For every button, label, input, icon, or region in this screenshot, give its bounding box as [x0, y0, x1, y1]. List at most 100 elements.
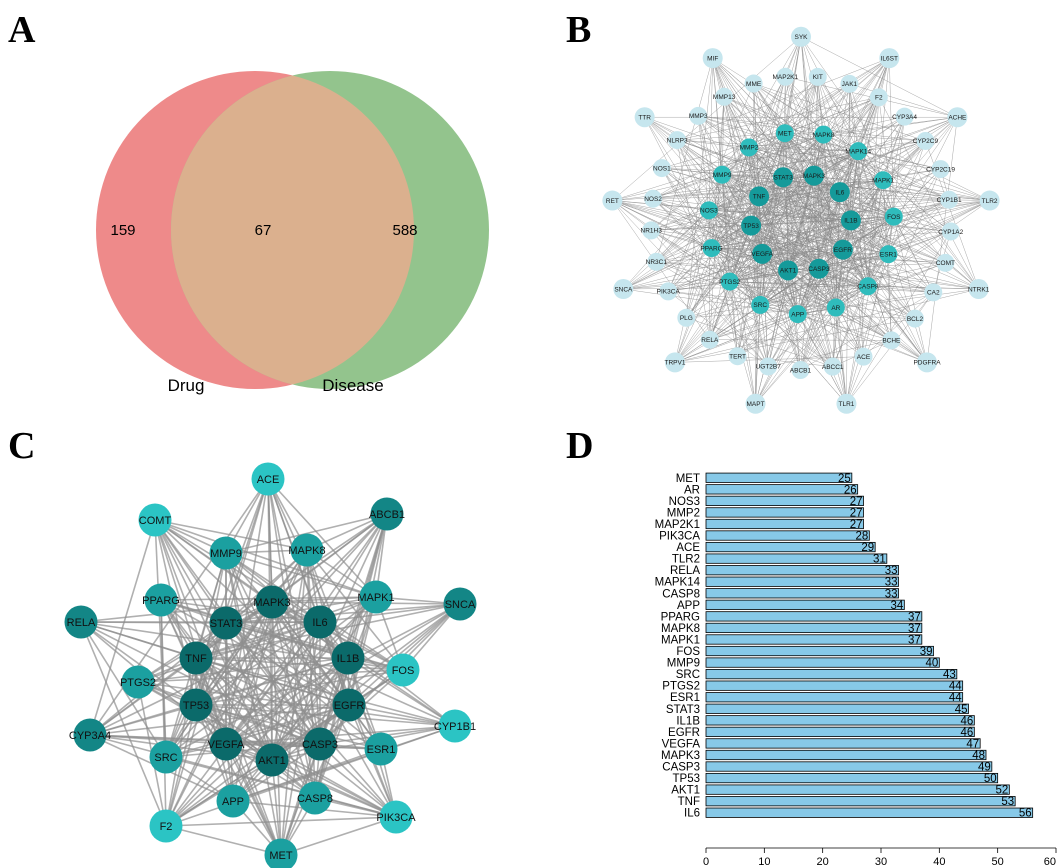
bar-category-label: ACE	[676, 542, 700, 554]
network-b-node: NR1H3	[641, 221, 662, 240]
network-c-node: MAPK3	[253, 585, 291, 619]
network-b-edge	[842, 180, 884, 250]
network-b-edge	[882, 180, 951, 232]
network-b-edge	[850, 151, 859, 221]
bar-category-label: APP	[677, 600, 700, 612]
network-c-node: APP	[216, 784, 250, 818]
node-label: NR3C1	[646, 259, 668, 266]
network-b-edge	[711, 177, 784, 249]
network-b-node: IL1B	[840, 210, 861, 231]
bar-category-label: MAPK8	[661, 623, 700, 635]
network-b-edge	[722, 150, 859, 175]
network-b-edge	[708, 210, 851, 221]
bar-value-label: 40	[926, 658, 939, 670]
node-label: NOS2	[644, 196, 662, 203]
node-label: TNF	[753, 194, 766, 201]
network-b-node: IL6	[829, 182, 850, 203]
network-b-edge	[750, 225, 798, 315]
node-label: NTRK1	[968, 286, 990, 293]
bar-category-label: IL1B	[676, 715, 700, 727]
network-b-edge	[759, 177, 784, 305]
network-b-edge	[651, 230, 730, 282]
node-circle	[144, 583, 178, 617]
node-circle	[634, 107, 655, 128]
node-circle	[138, 503, 172, 537]
bar	[705, 518, 864, 530]
network-c-node: EGFR	[332, 688, 366, 722]
network-b-node: MMP9	[713, 165, 732, 184]
network-b-edge	[709, 313, 798, 340]
network-c-edge	[195, 669, 404, 706]
network-b-node: TLR2	[979, 190, 1000, 211]
node-label: PLG	[680, 315, 693, 322]
network-b-edge	[761, 253, 798, 315]
bar-category-label: NOS3	[669, 496, 700, 508]
node-label: TERT	[729, 353, 746, 360]
node-circle	[773, 167, 794, 188]
network-c-edge	[271, 596, 377, 603]
x-tick-label: 10	[758, 856, 770, 868]
venn-drug-count: 159	[110, 222, 135, 239]
network-b-edge	[668, 291, 761, 306]
node-label: MAPK3	[253, 597, 290, 609]
node-circle	[720, 272, 739, 291]
network-b-edge	[697, 115, 710, 211]
network-b-edge	[711, 248, 769, 367]
network-b-edge	[797, 249, 844, 315]
network-b-node: PPARG	[700, 239, 723, 258]
network-c-node: CASP3	[302, 727, 338, 761]
bar-category-label: CASP3	[662, 762, 700, 774]
node-label: COMT	[936, 260, 955, 267]
network-b-node: CYP1A2	[938, 222, 964, 241]
node-label: MMP9	[713, 172, 732, 179]
node-label: TTR	[638, 115, 651, 122]
network-b-edge	[711, 196, 760, 249]
node-circle	[209, 727, 243, 761]
network-b-edge	[708, 210, 761, 306]
network-b-node: BCL2	[905, 309, 924, 328]
node-circle	[179, 688, 213, 722]
bar	[705, 645, 934, 657]
node-circle	[715, 87, 734, 106]
network-c-edge	[195, 621, 321, 706]
node-circle	[775, 124, 794, 143]
network-c-edge	[232, 748, 382, 802]
node-circle	[858, 277, 877, 296]
network-b-edge	[668, 253, 763, 292]
network-b-edge	[676, 139, 710, 211]
node-circle	[699, 201, 718, 220]
node-circle	[332, 688, 366, 722]
network-c-node: RELA	[64, 605, 98, 639]
bar-value-label: 39	[920, 646, 933, 658]
network-b-node: TERT	[728, 347, 747, 366]
node-label: PIK3CA	[657, 289, 681, 296]
bar-category-label: RELA	[670, 565, 700, 577]
network-c-edge	[225, 657, 349, 745]
network-b-edge	[878, 97, 895, 217]
network-c-edge	[271, 759, 397, 818]
network-c-edge	[154, 519, 316, 799]
node-circle	[73, 718, 107, 752]
network-b-edge	[644, 117, 763, 254]
network-b-node: CYP2C9	[913, 131, 938, 150]
network-b-edge	[784, 133, 884, 181]
bar	[705, 726, 975, 737]
network-b-edge	[846, 254, 889, 404]
bar-category-label: EGFR	[668, 727, 700, 739]
network-b-edge	[711, 247, 892, 341]
network-b-edge	[758, 196, 798, 315]
network-b-edge	[863, 292, 934, 357]
network-b-edge	[661, 167, 712, 249]
network-c-node: CASP8	[297, 781, 333, 815]
network-b-edge	[759, 179, 884, 197]
bar-category-label: AKT1	[671, 785, 700, 797]
node-label: TP53	[183, 700, 209, 712]
network-b-edge	[835, 307, 892, 341]
node-circle	[808, 67, 827, 86]
network-c-node: STAT3	[209, 606, 243, 640]
network-b-node: ACHE	[947, 107, 968, 128]
network-c-node: ABCB1	[369, 497, 405, 531]
network-b-edge	[858, 150, 941, 170]
network-b-node: MAPK8	[812, 125, 835, 144]
node-circle	[869, 88, 888, 107]
